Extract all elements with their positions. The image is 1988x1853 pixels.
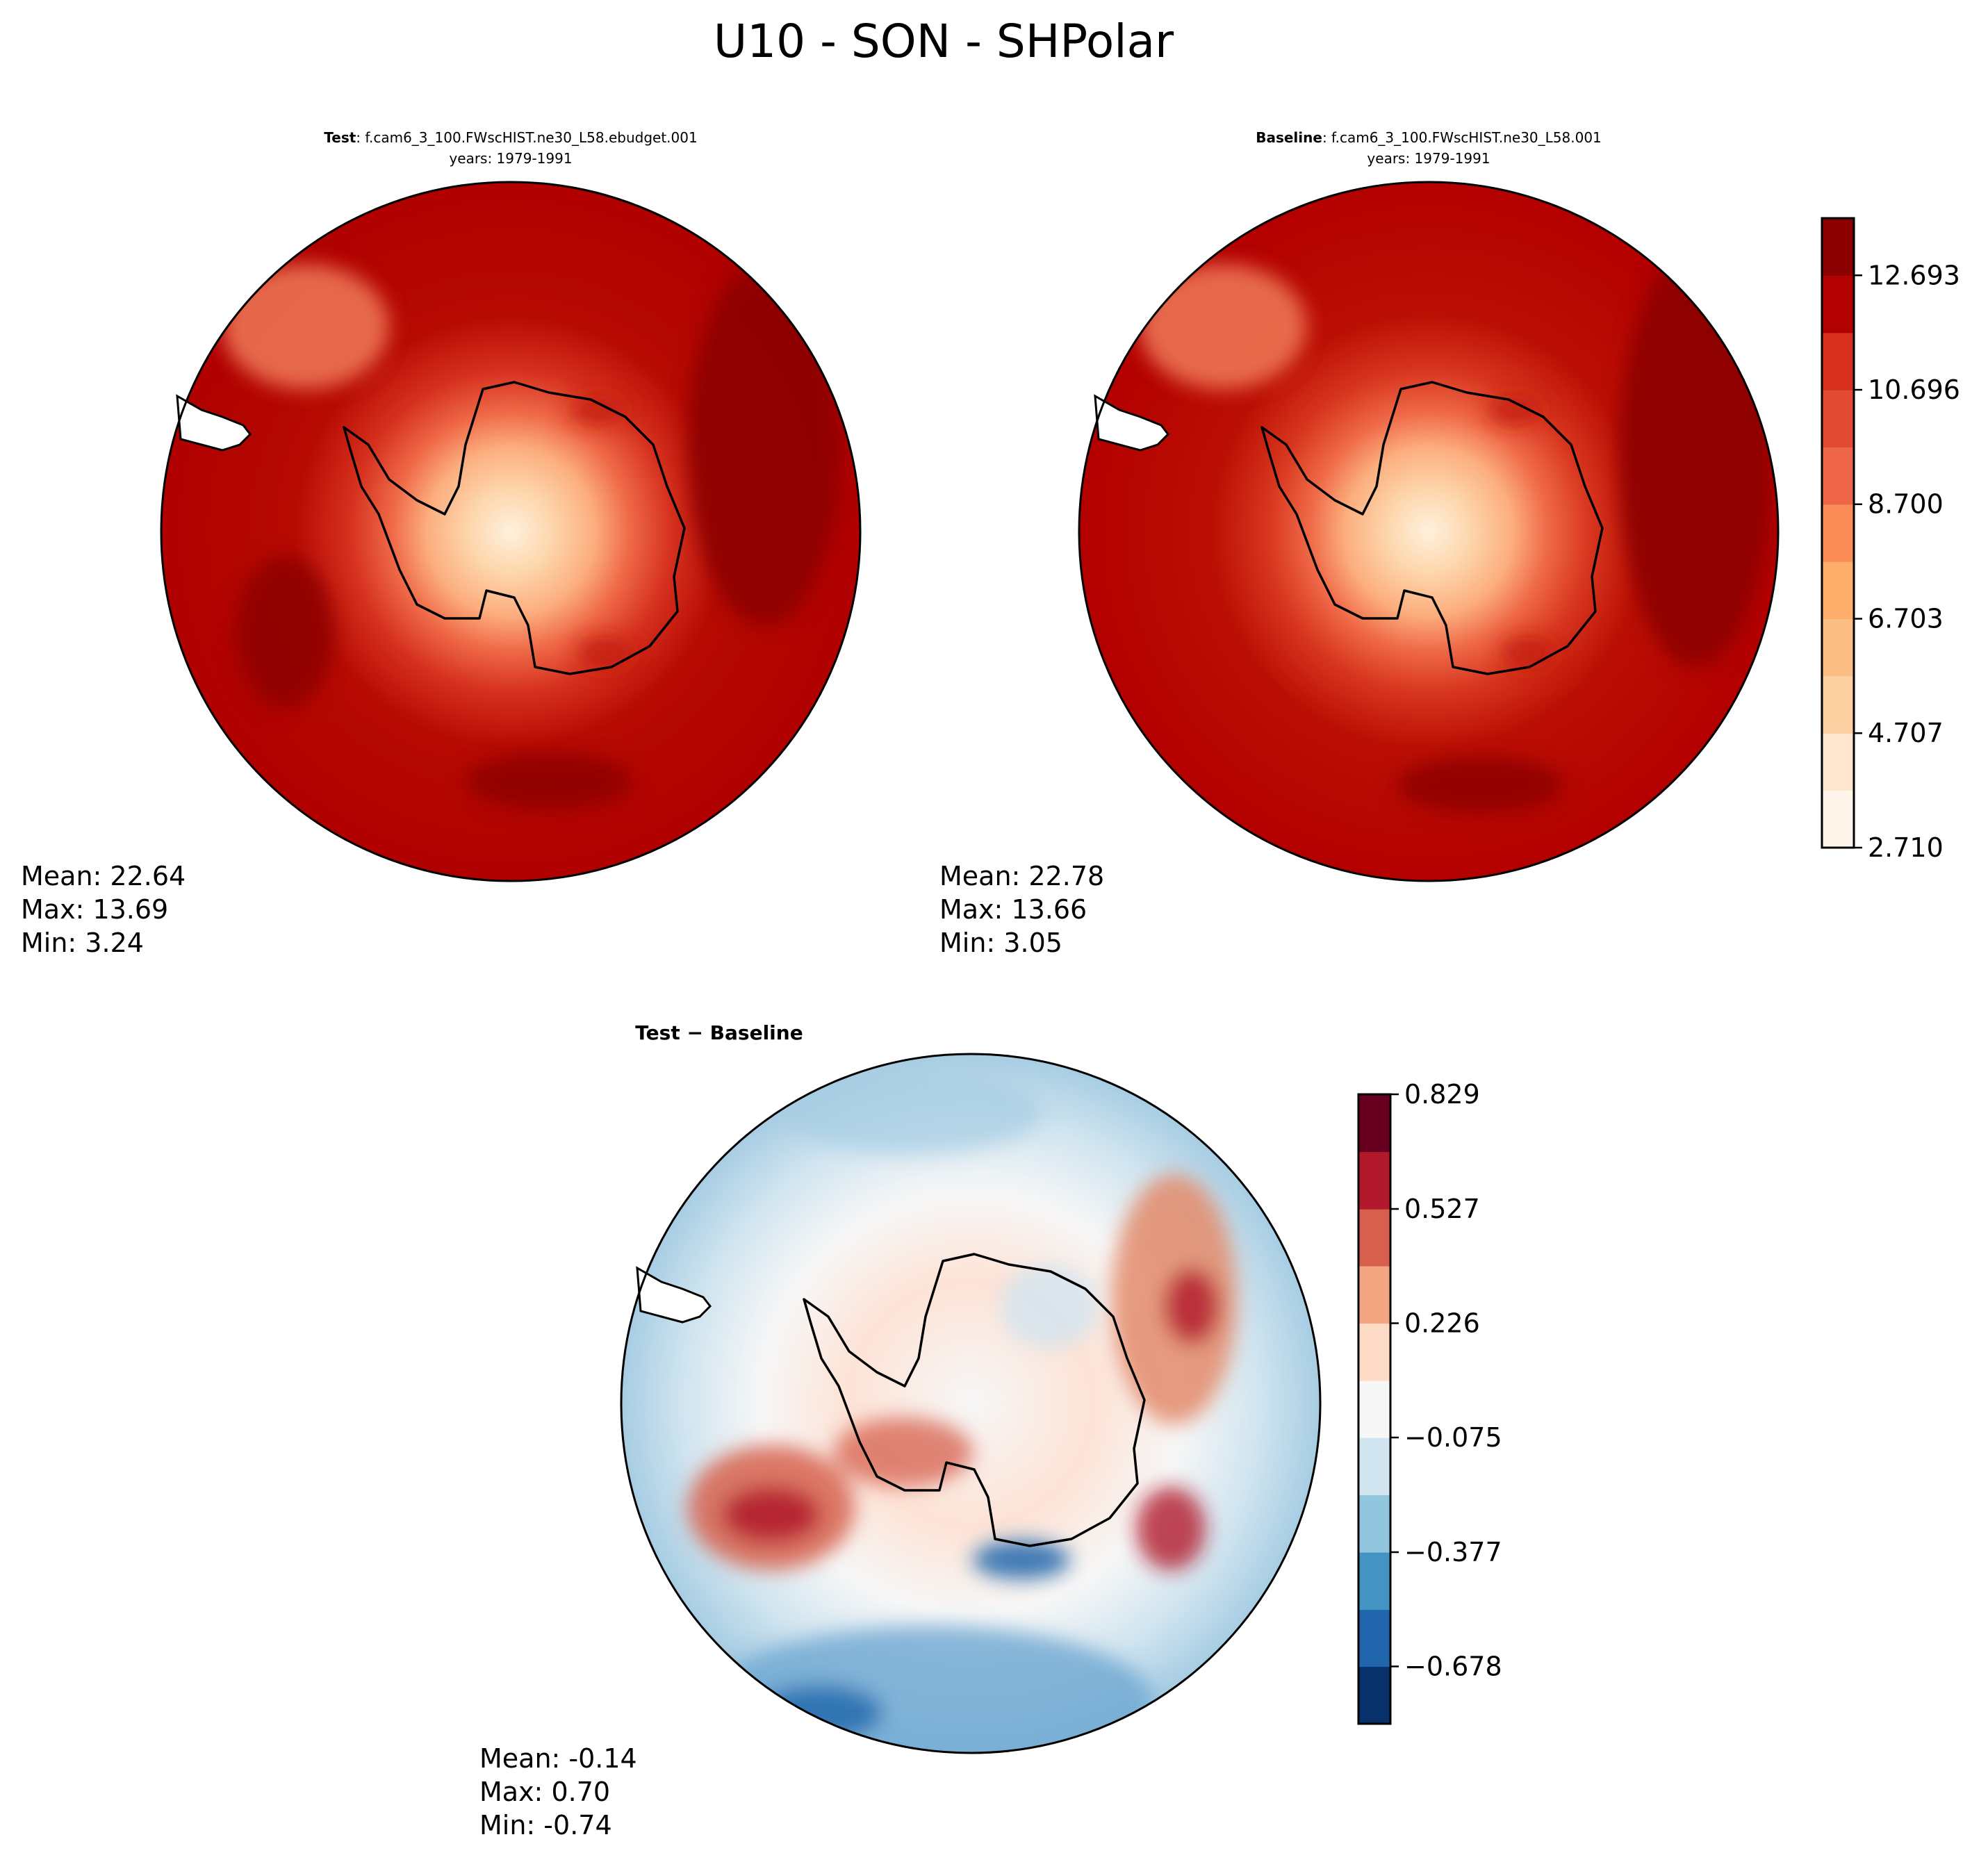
colorbar-baseline-tick-label: 8.700 bbox=[1868, 489, 1944, 520]
colorbar-diff-tick-label: −0.377 bbox=[1404, 1537, 1502, 1567]
map-diff-positive-east-core bbox=[1164, 1268, 1219, 1344]
colorbar-baseline-swatch bbox=[1822, 618, 1854, 677]
map-baseline-jet-south-coast bbox=[1501, 636, 1556, 670]
colorbar-diff-swatch bbox=[1358, 1323, 1390, 1381]
colorbar-baseline-swatch bbox=[1822, 504, 1854, 562]
map-diff-antarctica-coast bbox=[803, 1253, 1146, 1547]
colorbar-baseline-tick-label: 6.703 bbox=[1868, 604, 1944, 634]
colorbar-baseline-tick-label: 4.707 bbox=[1868, 718, 1944, 748]
map-diff-negative-south bbox=[709, 1626, 1153, 1753]
panel-baseline-max: Max: 13.66 bbox=[939, 894, 1087, 925]
colorbar-baseline-swatch bbox=[1822, 733, 1854, 791]
map-test bbox=[161, 182, 860, 881]
panel-test-min: Min: 3.24 bbox=[21, 928, 144, 958]
map-diff-negative-interior bbox=[1001, 1265, 1098, 1348]
colorbar-diff-swatch bbox=[1358, 1381, 1390, 1438]
colorbar-baseline-swatch bbox=[1822, 561, 1854, 620]
map-test-south-america-coast bbox=[176, 394, 252, 452]
colorbar-diff-tick-label: −0.678 bbox=[1404, 1651, 1502, 1681]
map-baseline-border bbox=[1078, 181, 1780, 882]
panel-diff-min: Min: -0.74 bbox=[479, 1810, 612, 1840]
colorbar-diff-tick-label: 0.829 bbox=[1404, 1079, 1480, 1110]
map-diff-positive-southeast bbox=[1136, 1487, 1206, 1570]
map-test-weak-northwest bbox=[222, 264, 389, 389]
map-test-antarctica-coast bbox=[343, 381, 686, 675]
map-baseline-antarctica-coast bbox=[1260, 381, 1604, 675]
panel-diff: Test − Baseline Mean: -0.14 Max: 0.70 Mi bbox=[479, 1021, 1322, 1840]
map-diff bbox=[621, 1054, 1320, 1753]
colorbar-baseline-swatch bbox=[1822, 790, 1854, 848]
map-diff-south-america-coast bbox=[636, 1266, 712, 1324]
colorbar-baseline-tick-label: 10.696 bbox=[1868, 374, 1960, 405]
map-test-jet-south-coast bbox=[577, 636, 632, 670]
map-diff-border bbox=[620, 1053, 1322, 1754]
panel-diff-max: Max: 0.70 bbox=[479, 1777, 610, 1807]
colorbar-diff-swatch bbox=[1358, 1494, 1390, 1553]
colorbar-baseline-tick-label: 2.710 bbox=[1868, 832, 1944, 863]
colorbar-diff-frame bbox=[1357, 1093, 1392, 1725]
panel-diff-title: Test − Baseline bbox=[635, 1021, 803, 1044]
map-test-max-region-west bbox=[236, 556, 334, 709]
colorbar-baseline-swatch bbox=[1822, 390, 1854, 447]
colorbar-baseline-swatch bbox=[1822, 447, 1854, 505]
map-test-border bbox=[160, 181, 862, 882]
panel-diff-mean: Mean: -0.14 bbox=[479, 1743, 637, 1774]
colorbar-baseline-swatch bbox=[1822, 217, 1854, 276]
panel-test-title-case: : f.cam6_3_100.FWscHIST.ne30_L58.ebudget… bbox=[356, 129, 697, 146]
colorbar-diff-swatch bbox=[1358, 1609, 1390, 1667]
map-test-max-region-east bbox=[688, 264, 841, 625]
map-diff-negative-coast bbox=[973, 1540, 1070, 1579]
figure-title: U10 - SON - SHPolar bbox=[714, 15, 1174, 68]
map-baseline-south-america-coast bbox=[1094, 394, 1169, 452]
map-test-max-region-south bbox=[466, 754, 632, 809]
panel-baseline-title-bold: Baseline bbox=[1256, 129, 1322, 146]
map-diff-negative-north bbox=[778, 1070, 1042, 1153]
colorbar-baseline-swatch bbox=[1822, 275, 1854, 333]
panel-baseline-mean: Mean: 22.78 bbox=[939, 861, 1104, 891]
map-diff-positive-west-core bbox=[723, 1487, 820, 1542]
colorbar-baseline: 2.710 4.707 6.703 8.700 10.696 12.693 bbox=[1821, 217, 1960, 863]
colorbar-diff-swatch bbox=[1358, 1265, 1390, 1324]
map-baseline-max-region-south bbox=[1397, 757, 1563, 813]
colorbar-diff-swatch bbox=[1358, 1437, 1390, 1496]
map-baseline bbox=[1079, 182, 1778, 881]
colorbar-baseline-swatch bbox=[1822, 332, 1854, 390]
colorbar-diff: −0.678 −0.377 −0.075 0.226 0.527 0.829 bbox=[1357, 1079, 1502, 1725]
colorbar-baseline-tick-label: 12.693 bbox=[1868, 260, 1960, 290]
colorbar-diff-swatch bbox=[1358, 1552, 1390, 1611]
panel-test-max: Max: 13.69 bbox=[21, 894, 168, 925]
map-diff-positive-interior bbox=[834, 1417, 973, 1487]
colorbar-diff-swatch bbox=[1358, 1209, 1390, 1267]
map-baseline-weak-northwest bbox=[1140, 264, 1306, 389]
panel-test-title: Test: f.cam6_3_100.FWscHIST.ne30_L58.ebu… bbox=[324, 129, 697, 146]
panel-test-years: years: 1979-1991 bbox=[449, 150, 572, 167]
colorbar-diff-tick-label: 0.527 bbox=[1404, 1194, 1480, 1224]
panel-test: Test: f.cam6_3_100.FWscHIST.ne30_L58.ebu… bbox=[21, 129, 862, 958]
panel-baseline-title: Baseline: f.cam6_3_100.FWscHIST.ne30_L58… bbox=[1256, 129, 1602, 146]
colorbar-diff-tick-label: −0.075 bbox=[1404, 1422, 1502, 1453]
panel-baseline-years: years: 1979-1991 bbox=[1367, 150, 1490, 167]
panel-baseline-min: Min: 3.05 bbox=[939, 928, 1062, 958]
panel-baseline: Baseline: f.cam6_3_100.FWscHIST.ne30_L58… bbox=[939, 129, 1780, 958]
panel-test-mean: Mean: 22.64 bbox=[21, 861, 186, 891]
map-test-jet-east-coast bbox=[570, 395, 625, 425]
colorbar-diff-swatch bbox=[1358, 1151, 1390, 1210]
colorbar-diff-swatch bbox=[1358, 1094, 1390, 1153]
panel-baseline-title-case: : f.cam6_3_100.FWscHIST.ne30_L58.001 bbox=[1322, 129, 1602, 146]
colorbar-baseline-frame bbox=[1821, 217, 1855, 849]
colorbar-diff-tick-label: 0.226 bbox=[1404, 1308, 1480, 1339]
colorbar-diff-swatch bbox=[1358, 1666, 1390, 1724]
map-baseline-jet-east-coast bbox=[1487, 395, 1543, 425]
map-baseline-max-region-east bbox=[1619, 250, 1772, 667]
panel-test-title-bold: Test bbox=[324, 129, 356, 146]
colorbar-baseline-swatch bbox=[1822, 675, 1854, 734]
